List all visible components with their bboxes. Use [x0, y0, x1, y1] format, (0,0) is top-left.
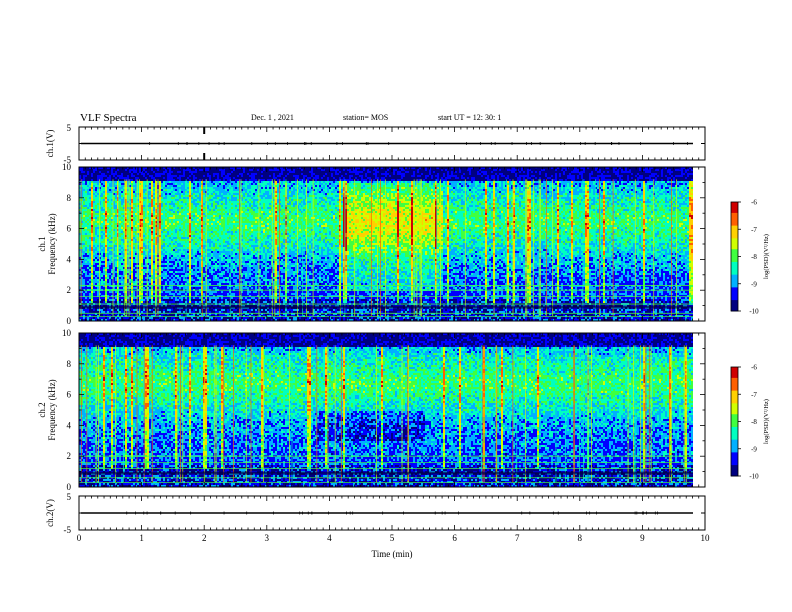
colorbar-tick-label: -6: [751, 364, 757, 372]
colorbar-tick-label: -7: [751, 226, 757, 234]
spectrogram-ch2: [79, 333, 705, 487]
colorbar-label: log(PSD)(V²/Hz): [763, 399, 770, 444]
colorbar-tick-label: -6: [751, 199, 757, 207]
y-tick-label: 0: [67, 482, 72, 492]
colorbar-ch2: -6 -7 -8 -9 -10 log(PSD)(V²/Hz): [731, 364, 770, 481]
spectrogram-ch1-ylabel: ch.1Frequency (kHz): [37, 213, 57, 274]
colorbar-label: log(PSD)(V²/Hz): [763, 234, 770, 279]
y-tick-label: 2: [67, 451, 72, 461]
y-tick-label: 2: [67, 285, 72, 295]
spectrogram-ch2-ylabel: ch.2Frequency (kHz): [37, 379, 57, 440]
voltage-ch2-ylabel: ch.2(V): [45, 499, 55, 527]
y-tick-label: 6: [67, 224, 72, 234]
colorbar-tick-label: -9: [751, 445, 757, 453]
y-tick-label: 10: [62, 162, 72, 172]
colorbar-tick-label: -8: [751, 418, 757, 426]
x-tick-label: 0: [77, 533, 82, 543]
x-tick-label: 5: [390, 533, 395, 543]
y-tick-label: 8: [67, 359, 72, 369]
y-tick-label: 5: [67, 492, 72, 502]
y-tick-label: 5: [67, 123, 72, 133]
x-axis-label: Time (min): [372, 549, 413, 559]
x-tick-label: 9: [640, 533, 645, 543]
x-tick-label: 2: [202, 533, 207, 543]
x-tick-label: 4: [327, 533, 332, 543]
x-tick-label: 10: [701, 533, 711, 543]
colorbar-tick-label: -8: [751, 253, 757, 261]
colorbar-tick-label: -7: [751, 391, 757, 399]
y-tick-label: 0: [67, 316, 72, 326]
x-tick-label: 8: [578, 533, 583, 543]
x-tick-label: 7: [515, 533, 520, 543]
x-tick-label: 3: [265, 533, 270, 543]
y-tick-label: -5: [64, 525, 72, 535]
y-tick-label: 10: [62, 328, 72, 338]
y-tick-label: 6: [67, 390, 72, 400]
y-tick-label: 8: [67, 193, 72, 203]
y-tick-label: 4: [67, 254, 72, 264]
voltage-ch1-ylabel: ch.1(V): [45, 130, 55, 158]
spectrogram-ch1: [79, 167, 705, 321]
x-tick-label: 1: [139, 533, 144, 543]
colorbar-ch1: -6 -7 -8 -9 -10 log(PSD)(V²/Hz): [731, 199, 770, 316]
y-tick-label: 4: [67, 420, 72, 430]
colorbar-tick-label: -9: [751, 280, 757, 288]
colorbar-tick-label: -10: [749, 308, 759, 316]
x-tick-label: 6: [452, 533, 457, 543]
colorbar-tick-label: -10: [749, 473, 759, 481]
